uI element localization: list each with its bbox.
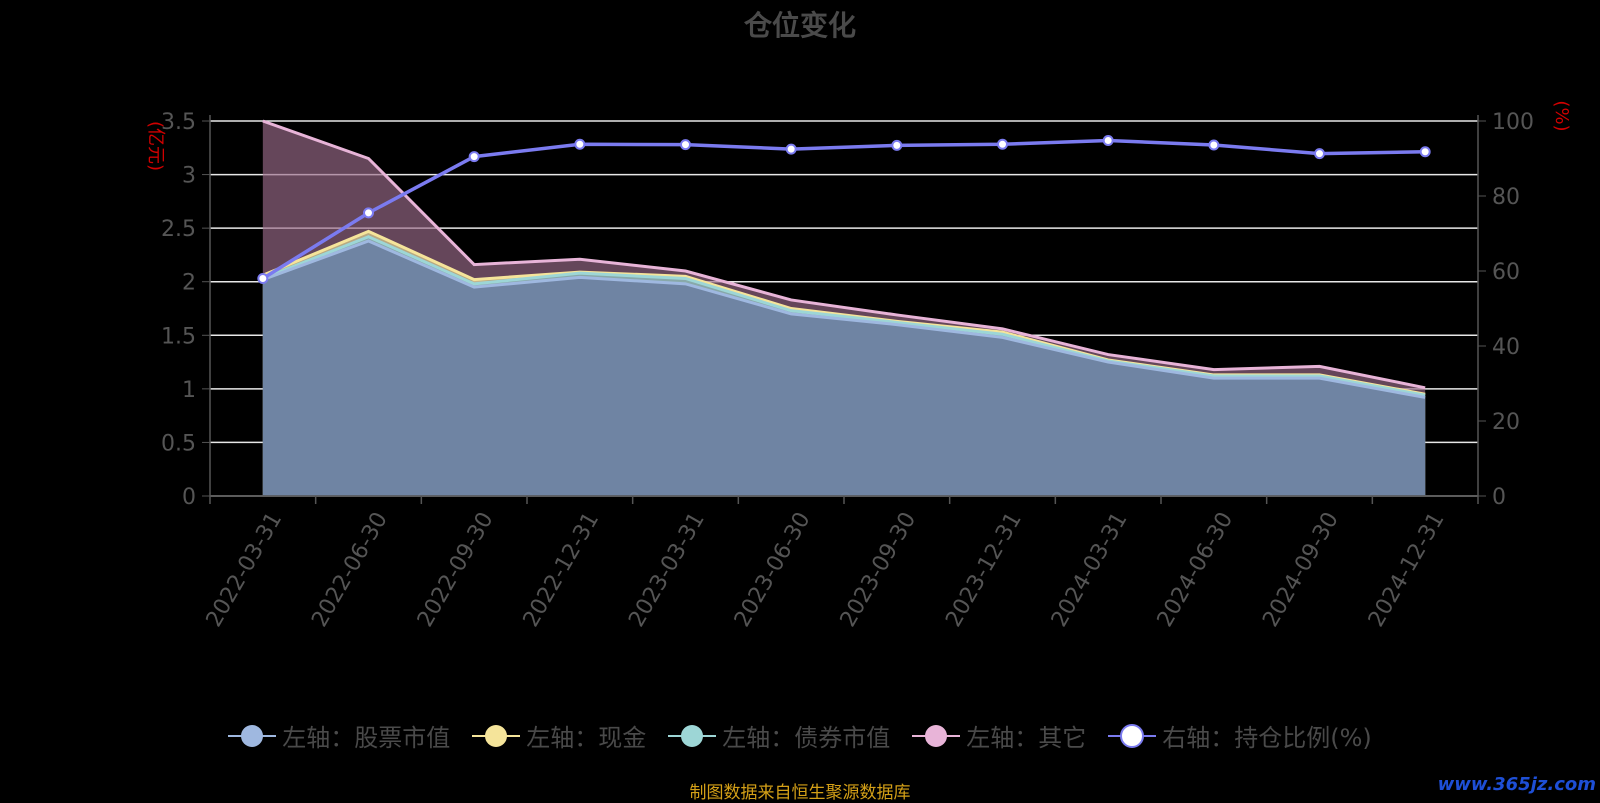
left-axis-tick-label: 3 [182, 164, 196, 189]
x-axis-tick-label: 2024-06-30 [1153, 508, 1239, 631]
right-axis-tick-label: 40 [1492, 335, 1520, 360]
ratio-point [1419, 146, 1431, 158]
ratio-point [1208, 139, 1220, 151]
ratio-point [1314, 148, 1325, 160]
legend-item-stock[interactable]: 左轴：股票市值 [228, 718, 450, 753]
left-axis-tick-label: 2 [182, 271, 196, 296]
left-axis-tick-label: 0 [182, 485, 196, 510]
ratio-point [891, 139, 903, 151]
site-watermark: www.365jz.com [1437, 774, 1596, 795]
left-axis-tick-label: 0.5 [161, 431, 196, 456]
ratio-point [363, 207, 374, 219]
right-axis-tick-label: 100 [1492, 110, 1534, 135]
chart-legend: 左轴：股票市值 左轴：现金 左轴：债券市值 左轴：其它 右轴：持仓比例(%) [0, 718, 1600, 753]
legend-label-cash: 左轴：现金 [526, 724, 647, 752]
line-series-0 [262, 239, 1426, 399]
chart-title: 仓位变化 [743, 9, 856, 42]
x-axis-tick-label: 2023-12-31 [941, 508, 1027, 631]
legend-label-bond: 左轴：债券市值 [722, 724, 891, 752]
x-axis-tick-label: 2024-12-31 [1364, 508, 1450, 631]
ratio-point [468, 151, 480, 163]
ratio-point [680, 139, 691, 151]
left-axis-unit-label: (亿元) [145, 121, 166, 171]
left-axis-tick-label: 3.5 [161, 110, 196, 135]
right-axis-tick-label: 0 [1492, 485, 1506, 510]
right-axis-unit-label: (%) [1551, 100, 1572, 131]
x-axis-tick-label: 2023-09-30 [836, 508, 922, 631]
legend-item-bond[interactable]: 左轴：债券市值 [668, 718, 890, 753]
x-axis-tick-label: 2024-03-31 [1047, 508, 1133, 631]
x-axis-tick-label: 2022-03-31 [202, 508, 288, 631]
ratio-point [997, 138, 1008, 150]
right-axis-tick-label: 20 [1492, 410, 1520, 435]
legend-label-stock: 左轴：股票市值 [282, 724, 451, 752]
right-axis-tick-label: 80 [1492, 185, 1520, 210]
x-axis-tick-label: 2022-12-31 [519, 508, 605, 631]
x-axis-tick-label: 2022-09-30 [413, 508, 499, 631]
x-axis-tick-label: 2022-06-30 [307, 508, 393, 631]
line-series-3 [262, 119, 1426, 390]
ratio-point [574, 138, 586, 150]
left-axis-tick-label: 1.5 [161, 324, 196, 349]
ratio-point [257, 273, 269, 284]
legend-label-ratio: 右轴：持仓比例(%) [1162, 724, 1372, 752]
left-axis-tick-label: 2.5 [161, 217, 196, 242]
legend-item-ratio[interactable]: 右轴：持仓比例(%) [1108, 718, 1372, 753]
data-source-note: 制图数据来自恒生聚源数据库 [689, 783, 911, 803]
left-axis-tick-label: 1 [182, 378, 196, 403]
right-axis-tick-label: 60 [1492, 260, 1520, 285]
x-axis-tick-label: 2024-09-30 [1258, 508, 1344, 631]
x-axis-tick-label: 2023-03-31 [624, 508, 710, 631]
ratio-line [261, 138, 1426, 280]
line-series-2 [262, 235, 1426, 397]
area-series-0 [262, 241, 1426, 496]
legend-item-cash[interactable]: 左轴：现金 [472, 718, 646, 753]
legend-label-other: 左轴：其它 [966, 724, 1087, 752]
x-axis-tick-label: 2023-06-30 [730, 508, 816, 631]
ratio-point [1102, 135, 1114, 146]
ratio-point [785, 143, 797, 155]
legend-item-other[interactable]: 左轴：其它 [912, 718, 1086, 753]
